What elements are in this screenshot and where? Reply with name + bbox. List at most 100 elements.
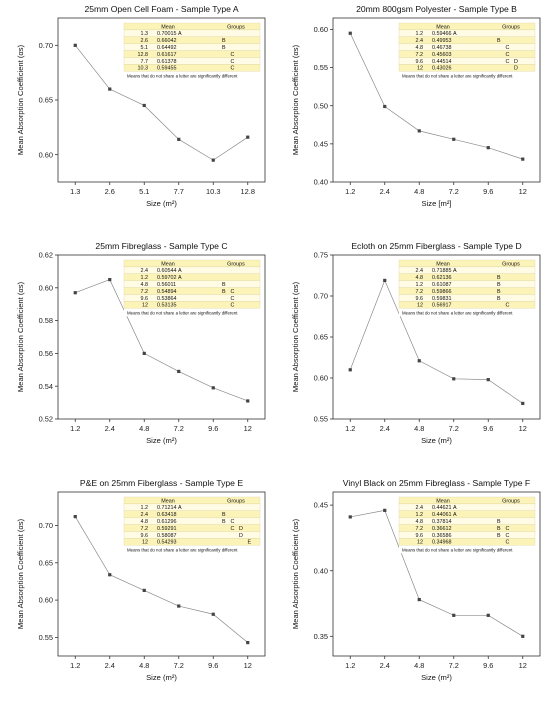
table-cell-mean: 0.34968 — [432, 540, 452, 546]
x-axis-label: Size [m²] — [422, 199, 452, 208]
chart-panel: 20mm 800gsm Polyester - Sample Type B 0.4… — [275, 0, 550, 237]
table-cell-mean: 0.44061 — [432, 512, 452, 518]
line-chart: Vinyl Black on 25mm Fibreglass - Sample … — [291, 478, 541, 682]
table-cell-mean: 0.59455 — [157, 66, 177, 72]
table-cell-size: 1.2 — [416, 31, 424, 37]
table-header-groups: Groups — [502, 261, 520, 267]
x-tick-label: 4.8 — [414, 187, 424, 196]
table-cell-group: A — [453, 512, 457, 518]
table-cell-group: B — [222, 38, 226, 44]
table-cell-group: A — [453, 505, 457, 511]
table-cell-mean: 0.44514 — [432, 59, 452, 65]
table-cell-mean: 0.63418 — [157, 512, 177, 518]
data-point — [417, 129, 421, 133]
table-cell-size: 4.8 — [141, 282, 149, 288]
line-chart: 25mm Fibreglass - Sample Type C 0.52 0.54 0… — [16, 241, 266, 445]
table-cell-group: C — [506, 52, 510, 58]
table-row — [398, 538, 536, 546]
table-cell-size: 4.8 — [416, 519, 424, 525]
x-tick-label: 9.6 — [483, 424, 493, 433]
table-cell-size: 1.2 — [416, 282, 424, 288]
table-cell-size: 12.8 — [138, 52, 149, 58]
x-tick-label: 7.2 — [449, 424, 459, 433]
table-cell-group: C — [231, 303, 235, 309]
table-cell-group: B — [497, 289, 501, 295]
table-cell-mean: 0.37814 — [432, 519, 452, 525]
data-point — [142, 351, 146, 355]
table-cell-group: C — [231, 289, 235, 295]
table-cell-group: B — [497, 526, 501, 532]
table-cell-mean: 0.53864 — [157, 296, 177, 302]
table-cell-mean: 0.61617 — [157, 52, 177, 58]
table-cell-group: C — [231, 296, 235, 302]
x-tick-label: 1.3 — [70, 187, 80, 196]
table-header-groups: Groups — [227, 498, 245, 504]
table-cell-mean: 0.59831 — [432, 296, 452, 302]
table-cell-group: E — [248, 540, 252, 546]
data-point — [348, 368, 352, 372]
x-tick-label: 2.6 — [105, 187, 115, 196]
data-point — [246, 640, 250, 645]
table-cell-mean: 0.61296 — [157, 519, 177, 525]
data-point — [142, 588, 146, 592]
data-point — [417, 359, 421, 363]
table-cell-group: A — [178, 275, 182, 281]
table-cell-mean: 0.60544 — [157, 268, 177, 274]
chart-title: P&E on 25mm Fiberglass - Sample Type E — [80, 478, 243, 488]
table-cell-mean: 0.43026 — [432, 66, 452, 72]
x-tick-label: 12 — [519, 661, 527, 670]
table-cell-size: 7.2 — [416, 289, 424, 295]
plot-frame — [332, 17, 541, 183]
table-header-mean: Mean — [436, 24, 450, 30]
table-cell-group: B — [497, 38, 501, 44]
x-tick-label: 2.4 — [380, 187, 390, 196]
x-tick-label: 7.2 — [174, 661, 184, 670]
x-tick-label: 12 — [244, 424, 252, 433]
table-cell-group: B — [497, 296, 501, 302]
x-tick-label: 1.2 — [70, 661, 80, 670]
tukey-table: Mean Groups 2.4 0.44621 A 1.2 0.44061 A 4.8 0.378… — [398, 496, 536, 554]
x-tick-label: 5.1 — [139, 187, 149, 196]
data-point — [486, 378, 490, 382]
y-tick-label: 0.35 — [314, 632, 328, 641]
y-tick-label: 0.70 — [39, 521, 53, 530]
table-cell-group: A — [178, 505, 182, 511]
series-line — [74, 516, 248, 643]
chart-panel: P&E on 25mm Fiberglass - Sample Type E 0.… — [0, 474, 275, 711]
y-tick-label: 0.65 — [39, 96, 53, 105]
table-cell-mean: 0.59866 — [432, 289, 452, 295]
table-cell-group: D — [239, 526, 243, 532]
y-tick-label: 0.60 — [314, 374, 328, 383]
table-cell-size: 12 — [417, 303, 423, 309]
y-tick-label: 0.52 — [39, 415, 53, 424]
table-cell-size: 4.8 — [141, 519, 149, 525]
table-cell-group: C — [506, 303, 510, 309]
tukey-table: Mean Groups 2.4 0.60544 A 1.2 0.59702 A 4.8 0.560… — [123, 259, 261, 317]
data-point — [73, 43, 77, 47]
tukey-table: Mean Groups 1.2 0.59466 A 2.4 0.49953 B 4.8 0.467… — [398, 22, 536, 80]
chart-title: 25mm Open Cell Foam - Sample Type A — [84, 4, 238, 14]
line-chart: 25mm Open Cell Foam - Sample Type A 0.60 0… — [16, 4, 266, 208]
table-cell-size: 12 — [142, 303, 148, 309]
line-chart: P&E on 25mm Fiberglass - Sample Type E 0.… — [16, 478, 266, 682]
data-point — [521, 157, 525, 161]
y-axis-label: Mean Absorption Coefficient (αs) — [16, 518, 25, 629]
table-header-mean: Mean — [436, 498, 450, 504]
table-cell-group: D — [514, 59, 518, 65]
table-cell-size: 9.6 — [416, 59, 424, 65]
data-point — [108, 573, 112, 577]
table-cell-size: 2.6 — [141, 38, 149, 44]
y-tick-label: 0.40 — [314, 566, 328, 575]
table-cell-mean: 0.62136 — [432, 275, 452, 281]
x-axis-label: Size (m²) — [421, 436, 452, 445]
data-point — [108, 278, 112, 282]
table-cell-size: 7.2 — [416, 526, 424, 532]
table-cell-size: 10.3 — [138, 66, 149, 72]
table-cell-mean: 0.71885 — [432, 268, 452, 274]
table-cell-group: B — [497, 275, 501, 281]
data-point — [142, 103, 146, 108]
table-cell-group: B — [222, 282, 226, 288]
table-cell-group: B — [497, 519, 501, 525]
table-note: Means that do not share a letter are sig… — [402, 547, 513, 552]
